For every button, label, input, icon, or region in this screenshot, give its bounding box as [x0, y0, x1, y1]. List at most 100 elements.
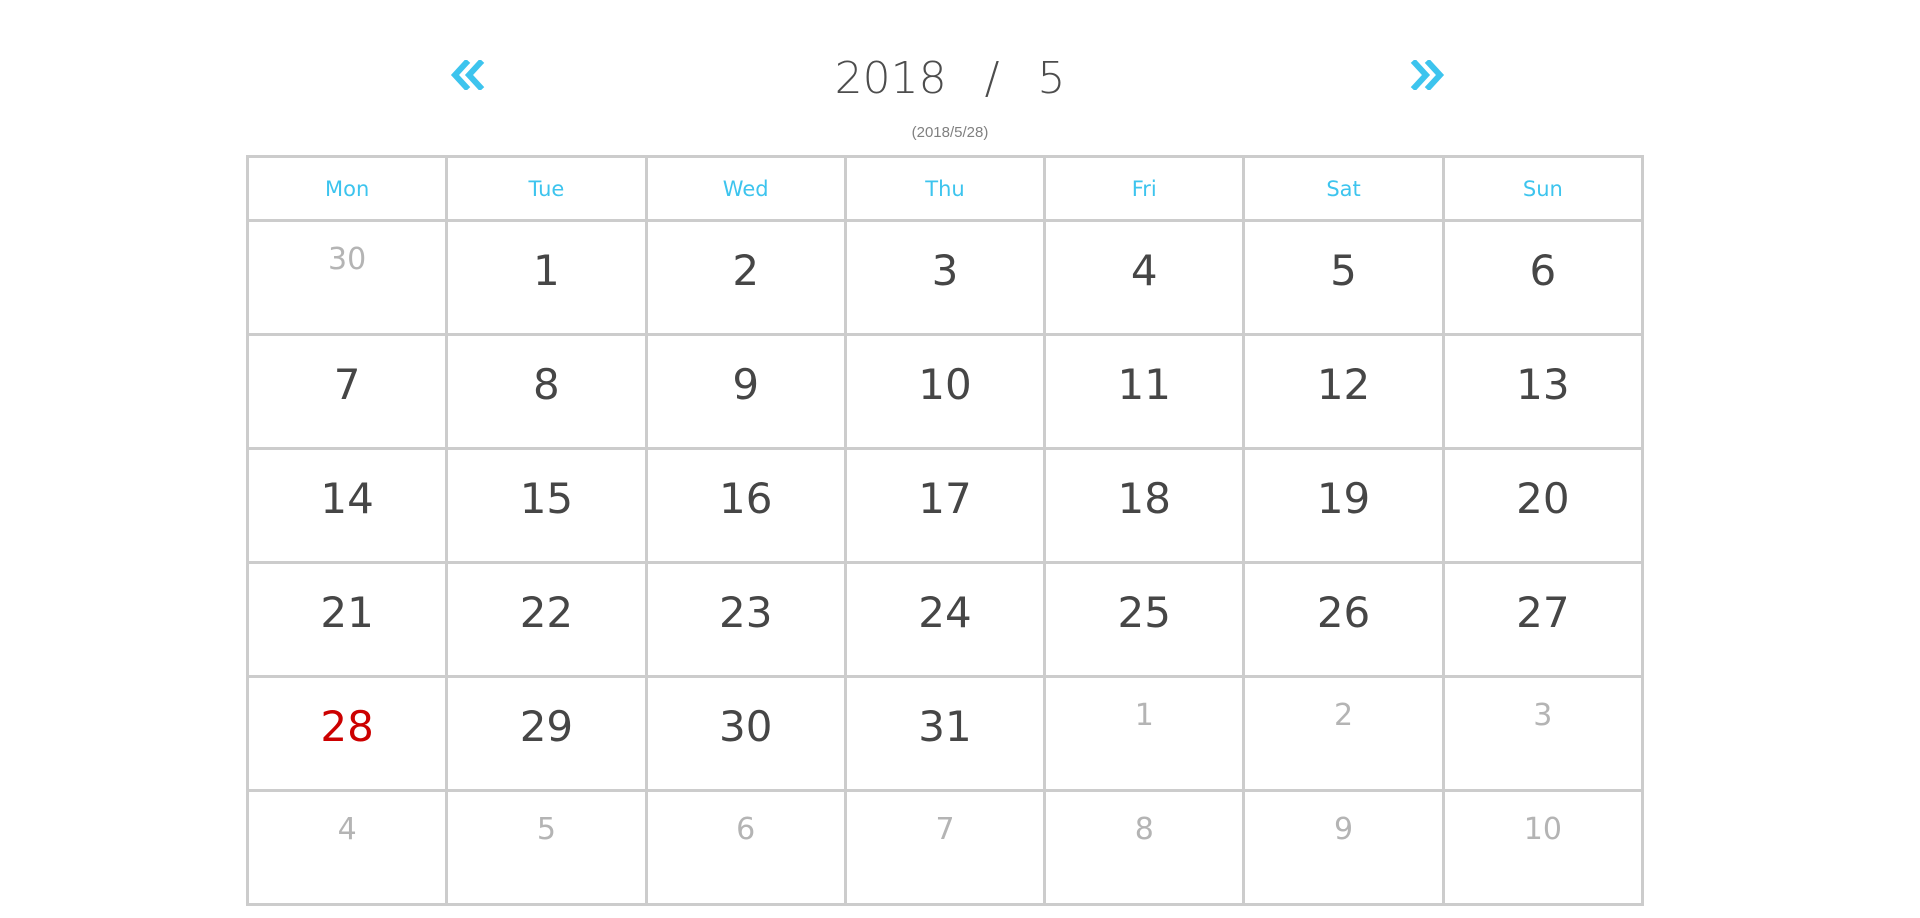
day-number: 6	[1529, 246, 1557, 295]
calendar-day-cell[interactable]: 5	[1242, 219, 1445, 336]
day-number: 22	[519, 588, 574, 637]
calendar-day-cell[interactable]: 15	[445, 447, 648, 564]
day-number: 8	[1134, 812, 1154, 847]
calendar-day-cell[interactable]: 21	[245, 561, 449, 678]
day-number: 23	[718, 588, 773, 637]
day-number: 10	[1523, 812, 1562, 847]
day-number: 31	[918, 702, 972, 751]
weekday-header-thu: Thu	[843, 155, 1047, 222]
next-month-button[interactable]	[1402, 52, 1452, 102]
weekday-header-row: Mon Tue Wed Thu Fri Sat Sun	[245, 155, 1645, 222]
calendar-day-cell[interactable]: 4	[1043, 219, 1246, 336]
calendar-day-cell-today[interactable]: 28	[245, 675, 449, 792]
day-number: 12	[1316, 360, 1371, 409]
calendar-day-cell[interactable]: 26	[1242, 561, 1445, 678]
calendar-day-cell[interactable]: 2	[644, 219, 847, 336]
weekday-header-mon: Mon	[245, 155, 449, 222]
calendar-day-cell[interactable]: 22	[445, 561, 648, 678]
calendar-day-cell[interactable]: 23	[644, 561, 847, 678]
day-number: 30	[328, 242, 367, 277]
weekday-header-tue: Tue	[445, 155, 648, 222]
day-number: 9	[1334, 812, 1354, 847]
calendar-week-row: 7 8 9 10 11 12 13	[245, 333, 1645, 450]
calendar-day-cell-other-month[interactable]: 1	[1043, 675, 1246, 792]
calendar-day-cell-other-month[interactable]: 9	[1242, 789, 1445, 906]
calendar-week-row: 4 5 6 7 8 9 10	[245, 789, 1645, 906]
calendar-day-cell[interactable]: 27	[1441, 561, 1645, 678]
title-separator: /	[984, 52, 1000, 104]
calendar-day-cell[interactable]: 16	[644, 447, 847, 564]
day-number: 15	[519, 474, 574, 523]
day-number: 16	[718, 474, 773, 523]
day-number: 1	[533, 246, 560, 295]
day-number: 4	[337, 812, 357, 847]
day-number: 29	[519, 702, 574, 751]
weekday-header-fri: Fri	[1043, 155, 1246, 222]
calendar-day-cell[interactable]: 3	[843, 219, 1047, 336]
year-label: 2018	[834, 52, 947, 104]
calendar-day-cell[interactable]: 18	[1043, 447, 1246, 564]
day-number: 25	[1117, 588, 1171, 637]
day-number: 10	[918, 360, 972, 409]
selected-date-label: (2018/5/28)	[911, 124, 989, 141]
weekday-header-sun: Sun	[1441, 155, 1645, 222]
month-year-title: 2018 / 5	[760, 44, 1140, 112]
day-number: 8	[533, 360, 560, 409]
day-number: 18	[1117, 474, 1171, 523]
calendar-day-cell[interactable]: 31	[843, 675, 1047, 792]
calendar-day-cell-other-month[interactable]: 6	[644, 789, 847, 906]
calendar-day-cell-other-month[interactable]: 30	[245, 219, 449, 336]
day-number: 11	[1117, 360, 1171, 409]
day-number: 2	[1334, 698, 1354, 733]
calendar-day-cell[interactable]: 1	[445, 219, 648, 336]
day-number: 4	[1130, 246, 1158, 295]
day-number: 30	[718, 702, 773, 751]
day-number: 2	[732, 246, 760, 295]
day-number: 1	[1134, 698, 1154, 733]
calendar-day-cell[interactable]: 12	[1242, 333, 1445, 450]
day-number: 13	[1516, 360, 1570, 409]
weekday-header-sat: Sat	[1242, 155, 1445, 222]
calendar-day-cell-other-month[interactable]: 4	[245, 789, 449, 906]
day-number: 19	[1316, 474, 1371, 523]
calendar-day-cell[interactable]: 6	[1441, 219, 1645, 336]
calendar-day-cell[interactable]: 9	[644, 333, 847, 450]
calendar-week-row: 21 22 23 24 25 26 27	[245, 561, 1645, 678]
calendar-day-cell-other-month[interactable]: 3	[1441, 675, 1645, 792]
double-chevron-left-icon	[450, 58, 486, 94]
calendar-day-cell[interactable]: 11	[1043, 333, 1246, 450]
calendar-week-row: 14 15 16 17 18 19 20	[245, 447, 1645, 564]
calendar-day-cell[interactable]: 29	[445, 675, 648, 792]
day-number: 14	[320, 474, 374, 523]
day-number: 27	[1516, 588, 1570, 637]
day-number: 24	[918, 588, 972, 637]
day-number: 28	[320, 702, 374, 751]
calendar-day-cell[interactable]: 19	[1242, 447, 1445, 564]
calendar-day-cell[interactable]: 13	[1441, 333, 1645, 450]
calendar-day-cell[interactable]: 14	[245, 447, 449, 564]
day-number: 3	[1533, 698, 1553, 733]
calendar-grid: Mon Tue Wed Thu Fri Sat Sun 30 1 2 3 4 5 6 7 8 9 10 11 12 1…	[245, 155, 1645, 906]
month-label: 5	[1037, 52, 1066, 104]
day-number: 3	[931, 246, 959, 295]
calendar-day-cell[interactable]: 20	[1441, 447, 1645, 564]
calendar-day-cell-other-month[interactable]: 10	[1441, 789, 1645, 906]
calendar-day-cell[interactable]: 30	[644, 675, 847, 792]
calendar-day-cell[interactable]: 7	[245, 333, 449, 450]
prev-month-button[interactable]	[443, 52, 493, 102]
calendar-day-cell-other-month[interactable]: 8	[1043, 789, 1246, 906]
calendar-day-cell-other-month[interactable]: 2	[1242, 675, 1445, 792]
day-number: 5	[1330, 246, 1357, 295]
calendar-week-row: 28 29 30 31 1 2 3	[245, 675, 1645, 792]
calendar-day-cell-other-month[interactable]: 7	[843, 789, 1047, 906]
calendar-day-cell-other-month[interactable]: 5	[445, 789, 648, 906]
calendar-day-cell[interactable]: 24	[843, 561, 1047, 678]
day-number: 21	[320, 588, 374, 637]
day-number: 7	[333, 360, 361, 409]
day-number: 6	[736, 812, 756, 847]
calendar-day-cell[interactable]: 8	[445, 333, 648, 450]
calendar-day-cell[interactable]: 25	[1043, 561, 1246, 678]
calendar-day-cell[interactable]: 10	[843, 333, 1047, 450]
calendar-day-cell[interactable]: 17	[843, 447, 1047, 564]
